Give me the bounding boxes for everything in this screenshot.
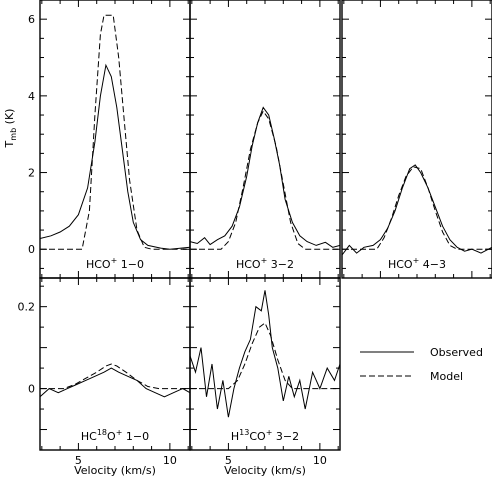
- x-tick-label: 5: [225, 454, 232, 467]
- model-line: [40, 363, 190, 390]
- y-tick-label: 6: [28, 13, 35, 26]
- panel-label: H13CO+ 3−2: [231, 428, 299, 443]
- y-tick-label: 0: [28, 383, 35, 396]
- y-tick-label: 4: [28, 90, 35, 103]
- panel-frame: [39, 0, 191, 279]
- model-line: [190, 322, 340, 390]
- x-tick-label: 10: [163, 454, 177, 467]
- panel-frame: [39, 277, 191, 451]
- observed-line: [39, 63, 191, 250]
- observed-line: [39, 367, 191, 398]
- x-tick-label: 10: [313, 454, 327, 467]
- panel-frame: [189, 0, 341, 279]
- legend-model-label: Model: [430, 370, 463, 383]
- y-tick-label: 0.2: [18, 301, 36, 314]
- panel-label: HCO+ 3−2: [236, 256, 294, 271]
- panel-label: HCO+ 1−0: [86, 256, 144, 271]
- model-line: [342, 166, 492, 250]
- x-tick-label: 5: [75, 454, 82, 467]
- model-line: [40, 14, 190, 250]
- y-tick-label: 2: [28, 167, 35, 180]
- y-axis-label: Tmb (K): [3, 109, 18, 149]
- x-axis-label: Velocity (km/s): [224, 464, 306, 477]
- panel-label: HC18O+ 1−0: [81, 428, 149, 443]
- x-axis-label: Velocity (km/s): [74, 464, 156, 477]
- panel-frame: [341, 0, 492, 279]
- observed-line: [189, 290, 341, 418]
- legend-observed-label: Observed: [430, 346, 483, 359]
- panel-label: HCO+ 4−3: [388, 256, 446, 271]
- observed-line: [341, 164, 492, 256]
- observed-line: [189, 106, 341, 248]
- model-line: [190, 110, 340, 250]
- y-tick-label: 0: [28, 243, 35, 256]
